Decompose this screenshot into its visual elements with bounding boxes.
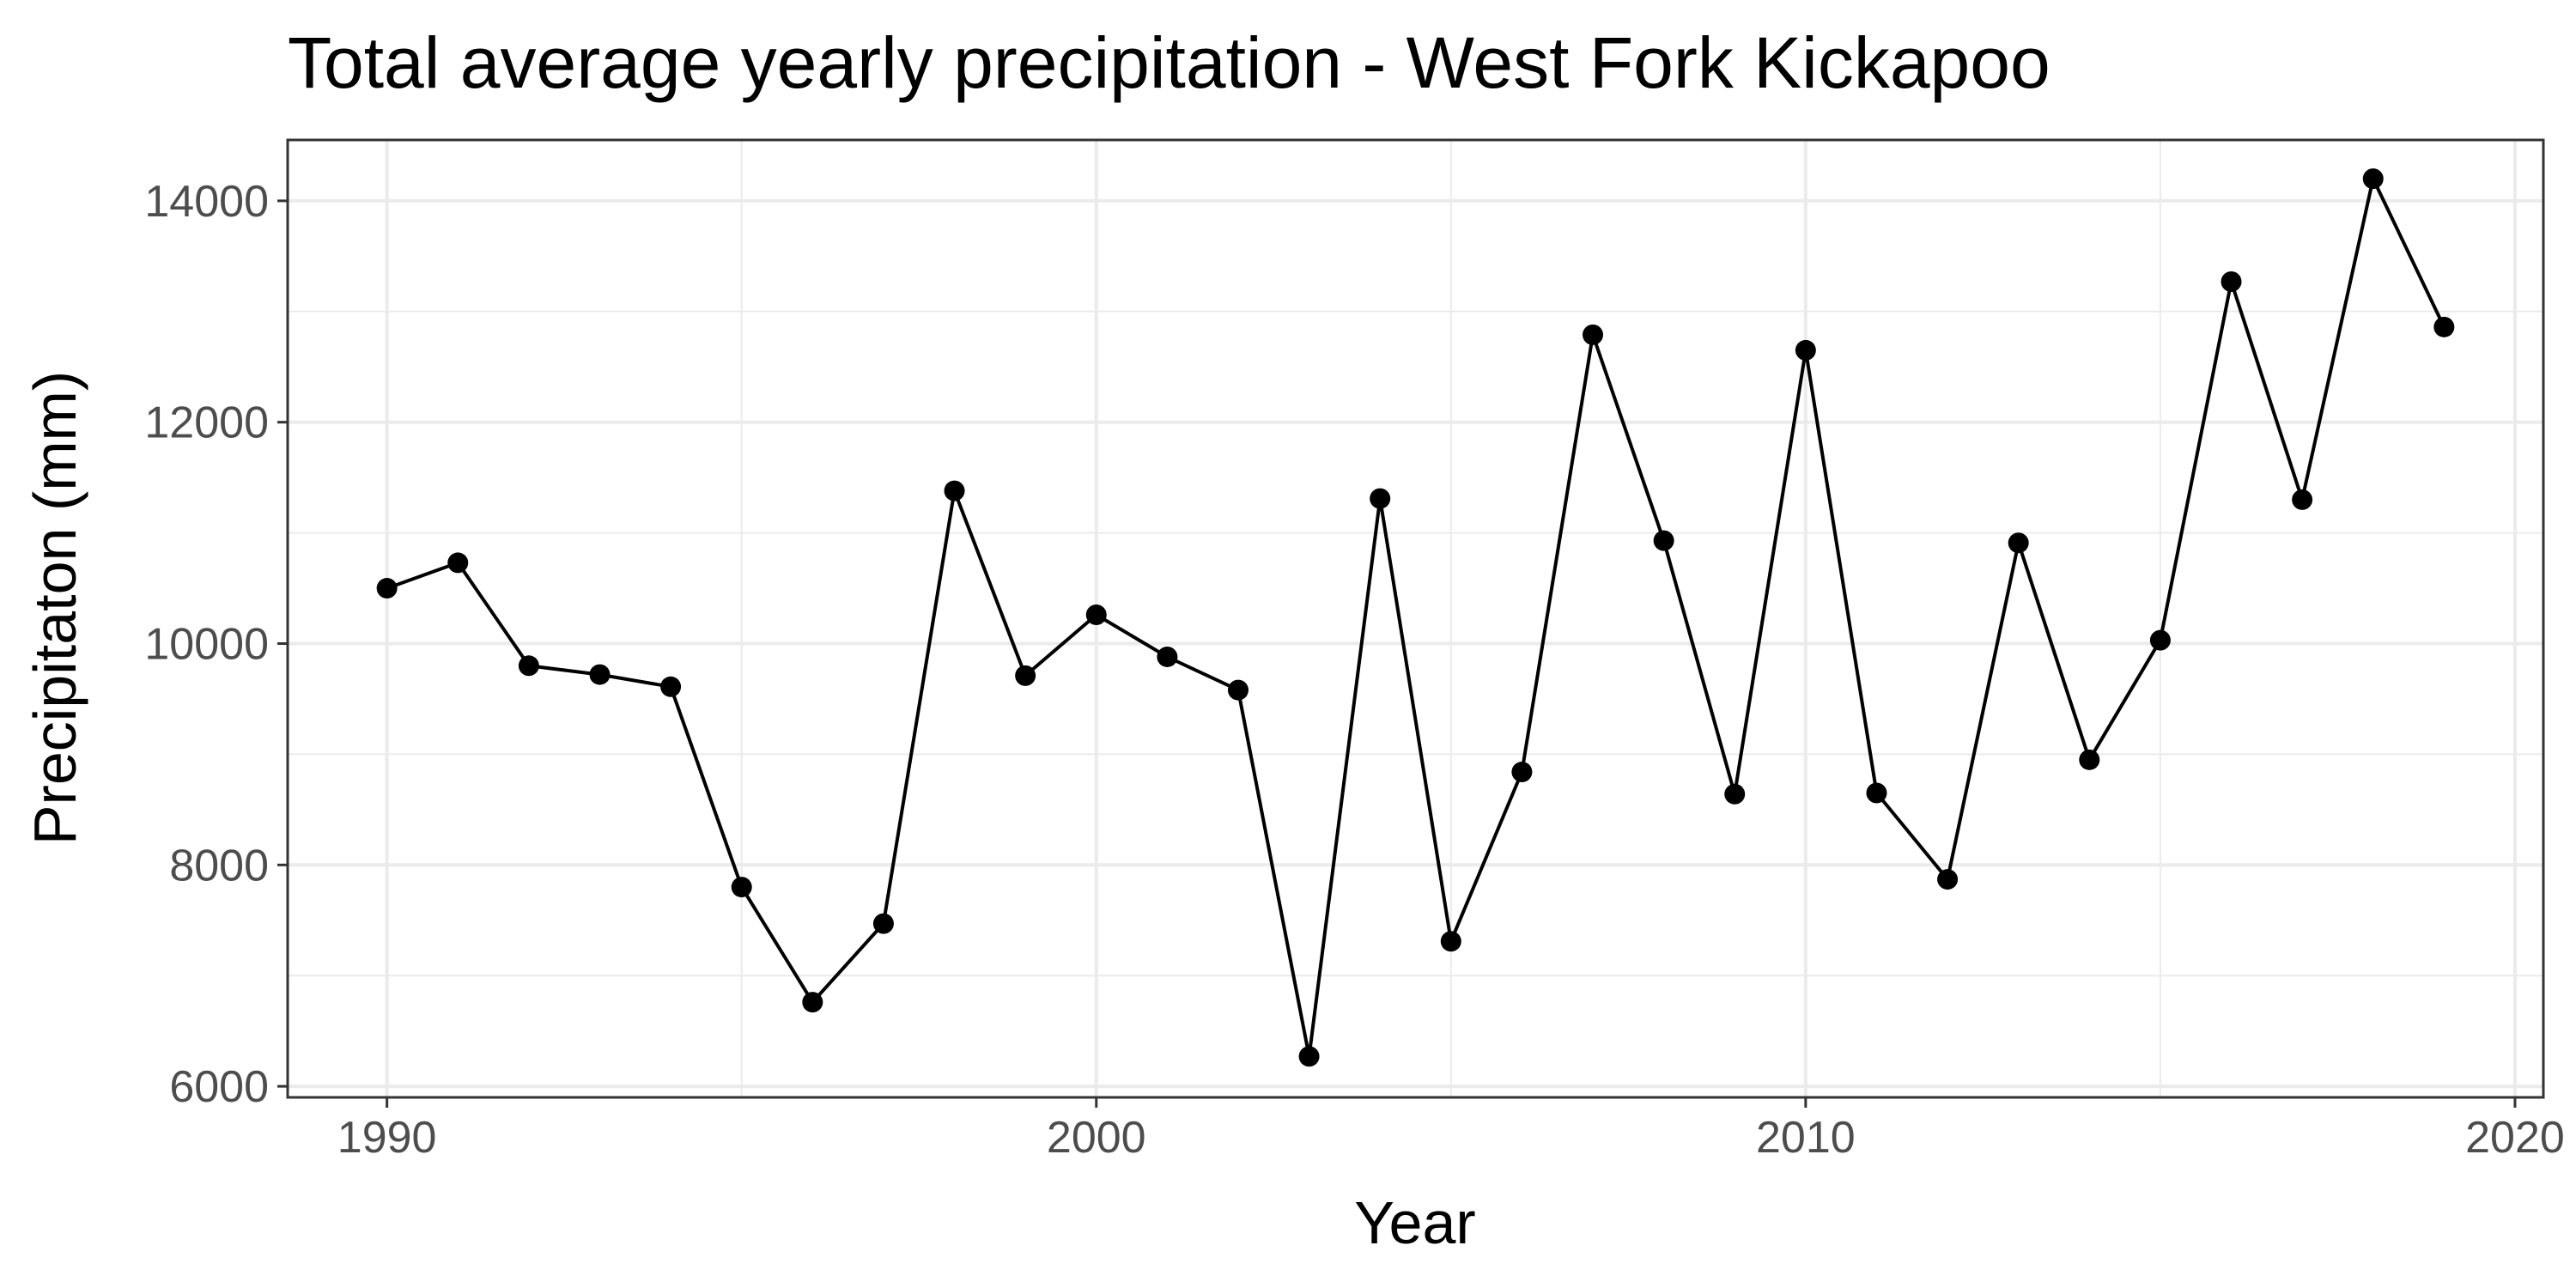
data-point	[1370, 488, 1391, 509]
data-point	[1085, 604, 1107, 625]
y-tick-label: 8000	[169, 841, 269, 890]
data-point	[518, 655, 539, 677]
data-point	[802, 992, 823, 1013]
data-point	[2149, 629, 2171, 651]
x-axis-tick-labels: 1990 2000 2010 2020	[337, 1113, 2565, 1163]
data-point	[1227, 679, 1249, 701]
data-point	[589, 664, 611, 685]
y-axis-title: Precipitaton (mm)	[21, 371, 88, 845]
data-point	[2008, 532, 2029, 554]
y-axis-tick-labels: 6000 8000 10000 12000 14000	[144, 177, 269, 1112]
y-tick-label: 14000	[144, 177, 269, 227]
data-point	[2221, 270, 2242, 292]
x-tick-label: 1990	[337, 1113, 437, 1163]
data-point	[1015, 665, 1036, 686]
data-point	[1157, 646, 1178, 667]
chart-title: Total average yearly precipitation - Wes…	[288, 22, 2050, 103]
data-point	[2433, 316, 2455, 337]
data-point	[872, 913, 894, 934]
data-point	[447, 552, 469, 574]
axis-ticks	[277, 199, 2517, 1108]
data-point	[1440, 931, 1461, 952]
data-point	[731, 877, 752, 898]
data-point	[944, 480, 965, 501]
x-axis-title: Year	[1354, 1189, 1475, 1256]
data-point	[1795, 339, 1816, 361]
data-point	[376, 578, 398, 599]
series-line	[386, 177, 2446, 1059]
minor-gridlines	[288, 140, 2543, 1097]
data-point	[1511, 762, 1533, 783]
y-tick-label: 6000	[169, 1062, 269, 1112]
x-tick-label: 2010	[1756, 1113, 1856, 1163]
data-point	[1724, 783, 1746, 805]
data-point	[1866, 782, 1887, 804]
series-points-group	[376, 168, 2455, 1067]
x-tick-label: 2000	[1047, 1113, 1146, 1163]
data-point	[1583, 324, 1604, 345]
y-tick-label: 12000	[144, 398, 269, 448]
major-gridlines	[288, 140, 2543, 1097]
data-point	[2079, 749, 2100, 770]
data-point	[1653, 530, 1674, 551]
plot-panel-border	[286, 138, 2545, 1099]
data-point	[2362, 168, 2384, 190]
series-line-group	[386, 177, 2446, 1059]
y-tick-label: 10000	[144, 620, 269, 670]
data-point	[660, 676, 682, 697]
x-tick-label: 2020	[2465, 1113, 2565, 1163]
data-point	[1298, 1046, 1320, 1067]
data-point	[1937, 869, 1959, 890]
data-point	[2292, 489, 2313, 510]
